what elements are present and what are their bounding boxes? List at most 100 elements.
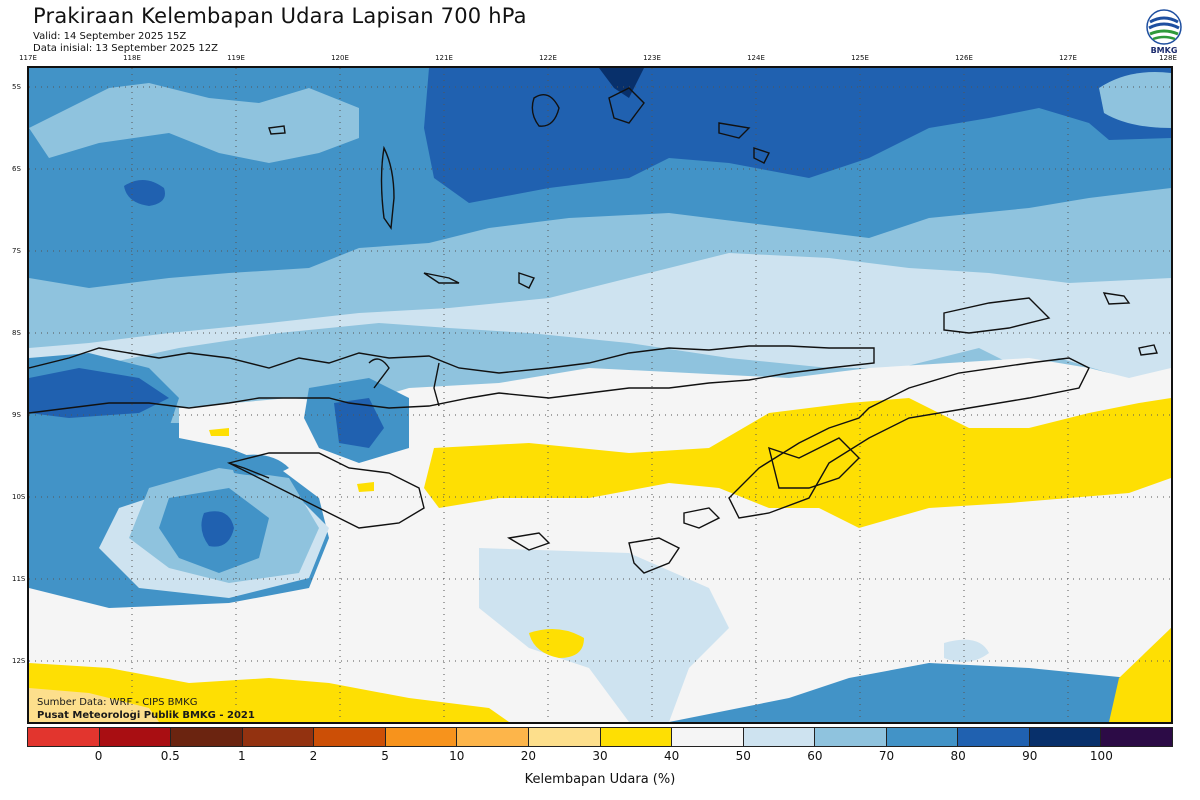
valid-time: Valid: 14 September 2025 15Z (33, 31, 187, 42)
colorbar (27, 727, 1173, 747)
credit-center: Pusat Meteorologi Publik BMKG - 2021 (37, 710, 255, 721)
colorbar-tick-label: 10 (449, 749, 465, 763)
coastline-islands (753, 147, 770, 164)
band-30-40 (29, 663, 509, 722)
band-90-100 (599, 68, 644, 98)
lon-label: 122E (539, 54, 557, 62)
coastline-lesser-sunda (29, 345, 875, 414)
band-30-40 (424, 398, 1171, 528)
lon-label: 128E (1159, 54, 1177, 62)
lat-label: 5S (12, 83, 21, 91)
colorbar-swatch (672, 728, 744, 746)
coastline-islands (608, 87, 645, 124)
coastline-islands (1138, 344, 1158, 356)
colorbar-swatch (886, 728, 959, 746)
colorbar-swatch (171, 728, 243, 746)
coastline-lesser-sunda (433, 362, 440, 407)
colorbar-label: Kelembapan Udara (%) (524, 772, 676, 787)
colorbar-swatch (815, 728, 887, 746)
coastline-islands (943, 297, 1051, 334)
colorbar-tick-label: 1 (238, 749, 246, 763)
band-80-90 (124, 179, 165, 206)
colorbar-swatch (99, 728, 172, 746)
lon-label: 124E (747, 54, 765, 62)
lon-label: 123E (643, 54, 661, 62)
band-50-60 (944, 639, 989, 662)
band-50-60 (29, 253, 1171, 398)
band-30-40 (529, 629, 584, 658)
lon-label: 125E (851, 54, 869, 62)
colorbar-tick-label: 70 (878, 749, 895, 763)
lon-label: 117E (19, 54, 37, 62)
band-30-40 (357, 482, 374, 492)
coastline-islands (1102, 292, 1131, 305)
colorbar-tick-label: 90 (1022, 749, 1038, 763)
colorbar-tick-label: 5 (381, 749, 389, 763)
band-80-90 (424, 68, 1171, 203)
logo-text: BMKG (1150, 46, 1178, 55)
lon-label: 121E (435, 54, 453, 62)
colorbar-tick-label: 60 (807, 749, 823, 763)
humidity-map[interactable]: Sumber Data: WRF - CIPS BMKG Pusat Meteo… (27, 66, 1173, 724)
colorbar-swatch (528, 728, 601, 746)
coastlines (29, 87, 1158, 574)
coastline-islands (531, 94, 560, 127)
coastline-sumba (228, 462, 270, 479)
colorbar-tick-label: 0 (94, 749, 103, 763)
band-60-70 (29, 83, 359, 163)
coastline-timor (768, 437, 860, 489)
colorbar-swatch (1029, 728, 1102, 746)
colorbar-tick-label: 40 (663, 749, 680, 763)
coastline-sumba (226, 452, 425, 529)
colorbar-swatch (457, 728, 529, 746)
colorbar-swatch (242, 728, 315, 746)
band-30-40 (1109, 628, 1171, 722)
init-time: Data inisial: 13 September 2025 12Z (33, 43, 218, 54)
coastline-islands (380, 145, 395, 230)
coastline-islands (507, 532, 551, 551)
colorbar-tick-label: 0.5 (160, 749, 180, 763)
lon-label: 126E (955, 54, 973, 62)
lon-label: 119E (227, 54, 245, 62)
lat-label: 12S (12, 657, 26, 665)
band-30-40 (209, 428, 229, 436)
colorbar-swatch (28, 728, 100, 746)
colorbar-swatch (743, 728, 816, 746)
colorbar-tick-label: 20 (520, 749, 537, 763)
lon-label: 127E (1059, 54, 1077, 62)
page-title: Prakiraan Kelembapan Udara Lapisan 700 h… (33, 4, 527, 28)
colorbar-swatch (314, 728, 386, 746)
colorbar-tick-label: 30 (592, 749, 608, 763)
band-80-90 (29, 368, 169, 418)
band-60-70 (1099, 72, 1171, 128)
coastline-islands (423, 272, 460, 284)
lat-label: 10S (12, 493, 26, 501)
lat-label: 9S (12, 411, 21, 419)
band-80-90 (201, 511, 234, 547)
coastline-islands (268, 125, 286, 135)
colorbar-ticks: 0 0.5 1 2 5 10 20 30 40 50 60 70 80 90 100 (27, 749, 1173, 765)
lat-label: 7S (12, 247, 21, 255)
bmkg-logo-icon: BMKG (1144, 8, 1184, 58)
credit-source: Sumber Data: WRF - CIPS BMKG (37, 697, 198, 708)
colorbar-swatch (385, 728, 458, 746)
band-80-90 (334, 398, 384, 448)
grid-lines (29, 68, 1171, 722)
colorbar-swatch (1101, 728, 1172, 746)
colorbar-swatch (958, 728, 1030, 746)
lat-label: 11S (12, 575, 26, 583)
lon-label: 120E (331, 54, 349, 62)
lon-label: 118E (123, 54, 141, 62)
coastline-islands (628, 537, 681, 574)
colorbar-swatch (600, 728, 673, 746)
coastline-islands (518, 272, 535, 289)
coastline-islands (683, 507, 721, 529)
lat-label: 6S (12, 165, 21, 173)
colorbar-tick-label: 50 (735, 749, 751, 763)
band-20-30 (29, 688, 159, 722)
coastline-islands (718, 122, 751, 139)
colorbar-tick-label: 80 (950, 749, 966, 763)
colorbar-tick-label: 2 (309, 749, 318, 763)
coastline-lesser-sunda (368, 358, 390, 389)
map-canvas (29, 68, 1171, 722)
